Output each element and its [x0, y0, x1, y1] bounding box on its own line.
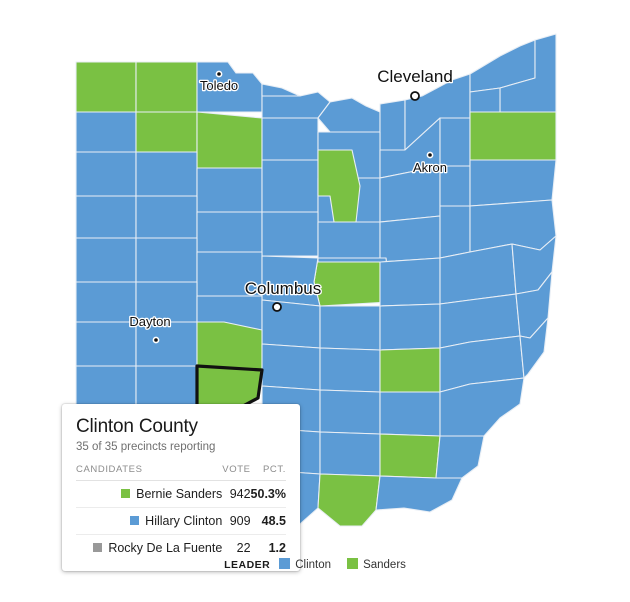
city-marker-icon [215, 70, 223, 78]
county[interactable] [135, 61, 198, 113]
city-marker-icon [152, 336, 160, 344]
county[interactable] [261, 299, 321, 349]
county[interactable] [469, 159, 557, 207]
candidate-color-swatch [93, 543, 103, 553]
candidate-pct-cell: 1.2 [268, 541, 286, 556]
county[interactable] [379, 391, 441, 437]
county[interactable] [313, 257, 391, 307]
candidate-name: Hillary Clinton [145, 514, 223, 529]
candidate-pct-cell: 50.3% [250, 480, 286, 509]
county[interactable] [319, 347, 381, 393]
county[interactable] [375, 475, 463, 513]
candidate-name-cell: Rocky De La Fuente [76, 535, 222, 562]
city-label-columbus: Columbus [245, 279, 322, 298]
candidate-name: Bernie Sanders [136, 487, 223, 502]
county[interactable] [135, 111, 198, 153]
county[interactable] [75, 195, 137, 239]
candidate-row: Bernie Sanders 942 50.3% [76, 480, 286, 509]
city-marker-icon [426, 151, 434, 159]
candidate-vote-cell: 909 [222, 507, 251, 536]
candidate-name-cell: Hillary Clinton [76, 507, 223, 536]
county[interactable] [196, 61, 263, 113]
candidate-name: Rocky De La Fuente [108, 541, 223, 556]
county[interactable] [196, 167, 263, 213]
county[interactable] [261, 343, 321, 391]
county[interactable] [75, 61, 137, 113]
county[interactable] [319, 305, 381, 351]
county[interactable] [75, 321, 137, 367]
county[interactable] [439, 117, 471, 167]
county[interactable] [135, 151, 198, 197]
candidate-row: Rocky De La Fuente 22 1.2 [76, 535, 286, 562]
county[interactable] [75, 111, 137, 153]
city-layer: Toledo Cleveland Akron Columbus Dayton [128, 66, 454, 344]
county[interactable] [319, 389, 381, 435]
column-header-vote: VOTE [222, 464, 251, 482]
legend-entry-sanders[interactable]: Sanders [347, 558, 406, 571]
city-label-toledo: Toledo [200, 78, 238, 93]
city-label-cleveland: Cleveland [377, 67, 453, 86]
county[interactable] [317, 221, 381, 263]
candidate-vote-cell: 942 [222, 480, 251, 509]
candidate-name-cell: Bernie Sanders [76, 480, 223, 509]
column-header-candidates: CANDIDATES [76, 464, 223, 482]
county[interactable] [261, 83, 301, 97]
county[interactable] [379, 215, 441, 263]
legend-entry-label: Sanders [363, 559, 406, 571]
column-header-pct: PCT. [250, 464, 286, 482]
county[interactable] [319, 431, 381, 477]
county[interactable] [261, 211, 319, 257]
tooltip-county-title: Clinton County [76, 416, 198, 437]
county[interactable] [439, 205, 471, 259]
county[interactable] [196, 321, 263, 371]
results-header-row: CANDIDATES VOTE PCT. [76, 464, 286, 482]
county[interactable] [261, 255, 321, 307]
candidate-pct-cell: 48.5 [250, 507, 286, 536]
map-legend: LEADER Clinton Sanders [0, 557, 630, 571]
county[interactable] [435, 435, 485, 479]
county[interactable] [379, 347, 441, 393]
county[interactable] [261, 159, 319, 213]
county[interactable] [75, 151, 137, 197]
legend-color-swatch [279, 558, 291, 569]
county[interactable] [317, 473, 381, 527]
candidate-row: Hillary Clinton 909 48.5 [76, 507, 286, 536]
tooltip-precincts-reporting: 35 of 35 precincts reporting [76, 441, 216, 454]
city-label-dayton: Dayton [129, 314, 170, 329]
legend-color-swatch [347, 558, 359, 569]
county[interactable] [317, 149, 361, 223]
legend-entries: Clinton Sanders [279, 558, 406, 571]
city-marker-icon [272, 302, 282, 312]
county[interactable] [75, 237, 137, 283]
legend-entry-label: Clinton [295, 559, 332, 571]
county[interactable] [196, 211, 263, 253]
county[interactable] [379, 257, 441, 307]
county[interactable] [379, 99, 406, 151]
county[interactable] [261, 117, 319, 161]
results-body: Bernie Sanders 942 50.3% Hillary Clinton 909… [76, 480, 286, 562]
candidate-color-swatch [121, 489, 131, 499]
county[interactable] [75, 281, 137, 323]
city-marker-icon [410, 91, 420, 101]
legend-label: LEADER [224, 559, 271, 571]
county[interactable] [135, 237, 198, 283]
county-result-tooltip[interactable]: Clinton County 35 of 35 precincts report… [62, 404, 300, 572]
county[interactable] [379, 433, 441, 479]
candidate-color-swatch [130, 516, 140, 526]
results-table: CANDIDATES VOTE PCT. Bernie Sanders 942 50… [76, 464, 286, 561]
legend-entry-clinton[interactable]: Clinton [279, 558, 332, 571]
county[interactable] [135, 195, 198, 239]
county[interactable] [196, 111, 263, 169]
county[interactable] [469, 111, 557, 161]
county[interactable] [379, 303, 441, 351]
candidate-vote-cell: 22 [236, 541, 251, 556]
city-label-akron: Akron [413, 160, 447, 175]
